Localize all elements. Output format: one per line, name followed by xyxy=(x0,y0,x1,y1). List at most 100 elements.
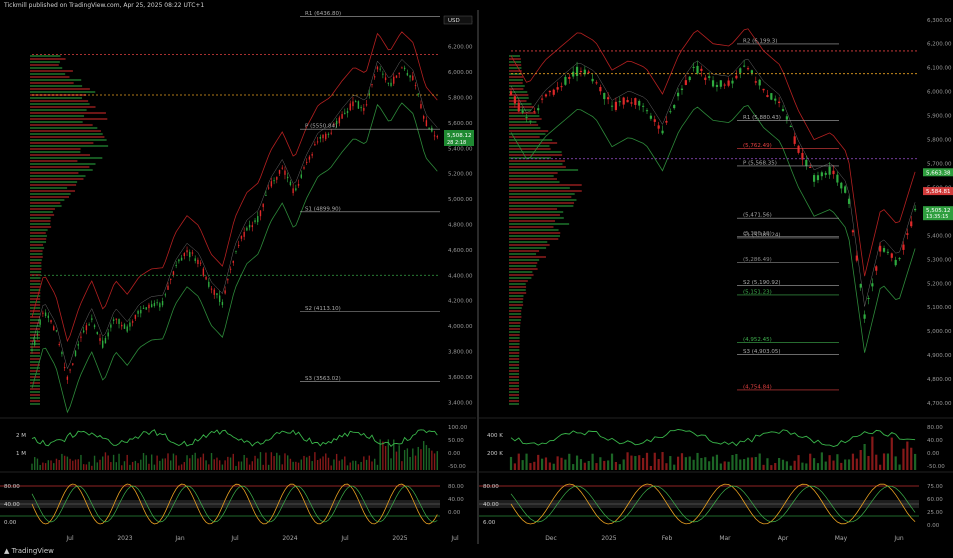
profile-bar xyxy=(30,295,41,297)
volume-bar xyxy=(74,459,77,470)
volume-bar xyxy=(384,446,387,470)
profile-bar xyxy=(30,259,42,261)
volume-bar xyxy=(436,451,438,470)
volume-bar xyxy=(205,460,207,470)
volume-bar xyxy=(161,458,164,470)
candle xyxy=(564,76,567,85)
volume-bar xyxy=(134,460,137,470)
candle xyxy=(680,88,684,91)
candle xyxy=(871,283,874,287)
profile-bar xyxy=(509,94,529,96)
candle xyxy=(281,167,283,169)
volume-bar xyxy=(882,453,886,470)
candle xyxy=(754,81,757,83)
volume-bar xyxy=(259,452,262,470)
volume-bar xyxy=(99,459,101,470)
volume-bar xyxy=(875,454,878,470)
profile-bar xyxy=(30,112,106,114)
volume-bar xyxy=(607,460,610,470)
volume-bar xyxy=(300,459,302,470)
price-tick-label: 4,800.00 xyxy=(927,377,952,383)
profile-bar xyxy=(30,367,41,369)
candle xyxy=(58,344,60,346)
candle xyxy=(669,111,672,113)
profile-bar xyxy=(30,277,41,279)
candle xyxy=(344,112,346,115)
price-tick-label: 6,300.00 xyxy=(927,18,952,24)
candle xyxy=(406,72,409,76)
profile-bar xyxy=(30,286,41,288)
profile-bar xyxy=(509,178,557,180)
pivot-levels-left: R1 (6436.80) P (5550.84) S1 (4899.90) S2 (4… xyxy=(32,11,440,382)
candle xyxy=(314,144,316,146)
time-tick-label: Jun xyxy=(893,535,904,542)
time-tick-label: Jul xyxy=(340,535,349,542)
profile-bar xyxy=(509,259,540,261)
candle xyxy=(112,319,115,321)
profile-bar xyxy=(30,301,41,303)
profile-bar xyxy=(30,265,42,267)
profile-bar xyxy=(30,166,90,168)
pivot-label: (5,286.49) xyxy=(743,257,772,263)
left-chart[interactable]: R1 (6436.80) P (5550.84) S1 (4899.90) S2 (4… xyxy=(0,10,476,544)
candle xyxy=(77,344,79,346)
profile-bar xyxy=(509,166,566,168)
volume-bar xyxy=(210,453,213,470)
candle xyxy=(750,70,754,73)
candle xyxy=(552,89,555,95)
profile-bar xyxy=(509,187,570,189)
volume-bar xyxy=(382,441,384,470)
volume-bar xyxy=(131,461,134,470)
candle xyxy=(145,307,147,310)
volume-bar xyxy=(88,461,90,470)
volume-bar xyxy=(115,462,118,470)
profile-bar xyxy=(509,337,520,339)
volume-osc-label: 40.00 xyxy=(927,438,943,444)
price-tick-label: 4,800.00 xyxy=(448,223,473,229)
volume-bar xyxy=(680,453,684,470)
candle xyxy=(622,97,625,105)
pane-divider[interactable] xyxy=(477,10,479,544)
candle xyxy=(809,166,812,168)
profile-bar xyxy=(30,382,41,384)
price-tag xyxy=(923,206,953,221)
candle xyxy=(267,187,270,189)
profile-bar xyxy=(509,280,528,282)
profile-bar xyxy=(30,361,41,363)
lower-band xyxy=(31,102,438,414)
profile-bar xyxy=(509,160,565,162)
volume-bar xyxy=(412,448,414,470)
volume-bar xyxy=(669,456,672,470)
tradingview-logo[interactable]: ▲ TradingView xyxy=(4,547,54,555)
volume-bar xyxy=(286,455,289,470)
profile-bar xyxy=(30,397,41,399)
profile-bar xyxy=(30,370,41,372)
profile-bar xyxy=(509,220,556,222)
candle xyxy=(335,120,338,125)
volume-bar xyxy=(750,457,754,470)
volume-bar xyxy=(295,461,297,470)
volume-bar xyxy=(330,465,332,470)
right-chart[interactable]: R2 (6,199.3) R1 (5,880.43) (5,762.49) P (5,… xyxy=(479,10,953,544)
volume-bar xyxy=(513,463,516,470)
candle xyxy=(572,71,575,77)
candle xyxy=(509,91,513,95)
profile-bar xyxy=(30,364,41,366)
candle xyxy=(882,248,886,252)
candle xyxy=(327,133,330,135)
volume-bar xyxy=(229,457,232,470)
profile-bar xyxy=(30,208,55,210)
mid-line xyxy=(31,59,438,370)
profile-bar xyxy=(509,400,520,402)
profile-bar xyxy=(30,247,45,249)
profile-bar xyxy=(509,370,520,372)
candle xyxy=(363,107,365,111)
candle xyxy=(262,203,264,208)
candle xyxy=(382,73,384,75)
mid-line xyxy=(510,58,916,307)
candle xyxy=(50,320,52,323)
pivot-label: S1 (5,389.24) xyxy=(743,232,781,238)
candle xyxy=(368,93,370,95)
profile-bar xyxy=(30,121,83,123)
candle xyxy=(55,330,58,332)
